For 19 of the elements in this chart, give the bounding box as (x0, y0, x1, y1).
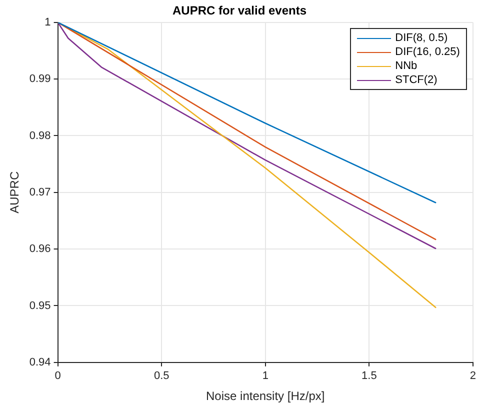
y-tick-label: 1 (44, 16, 51, 28)
legend-label: NNb (395, 59, 418, 74)
y-tick-label: 0.96 (29, 243, 51, 256)
x-axis-title: Noise intensity [Hz/px] (206, 389, 325, 404)
legend-label: STCF(2) (395, 73, 438, 88)
y-axis-title: AUPRC (8, 171, 22, 214)
y-tick-label: 0.97 (29, 186, 51, 198)
x-tick-label: 1.5 (362, 370, 377, 382)
y-tick-label: 0.99 (29, 73, 51, 86)
x-tick-label: 0 (54, 370, 61, 382)
legend-label: DIF(8, 0.5) (395, 31, 448, 46)
legend-label: DIF(16, 0.25) (395, 45, 460, 60)
x-tick-label: 1 (262, 370, 268, 382)
y-tick-label: 0.95 (29, 300, 51, 312)
y-tick-label: 0.98 (29, 130, 51, 142)
x-tick-label: 0.5 (154, 370, 170, 382)
x-tick-label: 2 (470, 370, 476, 382)
y-tick-label: 0.94 (29, 356, 51, 368)
chart-title: AUPRC for valid events (172, 4, 307, 18)
